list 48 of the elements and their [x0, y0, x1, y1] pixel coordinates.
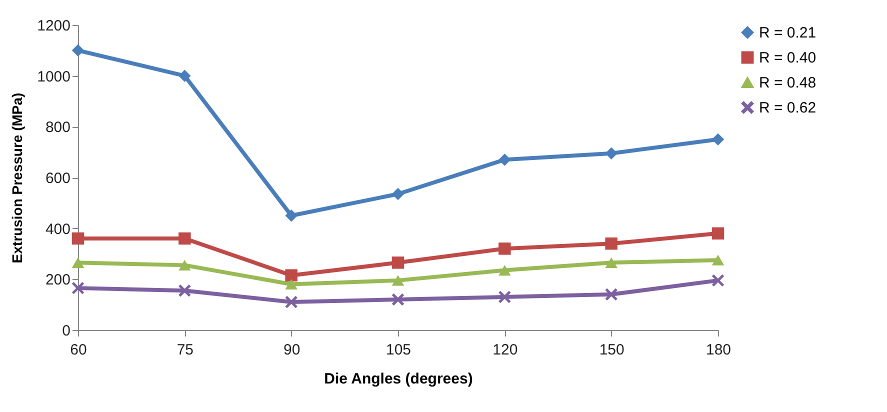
x-tick-label: 75	[176, 342, 194, 358]
point	[392, 188, 404, 200]
x-tick-label: 90	[283, 342, 300, 358]
y-tick-label: 1000	[37, 68, 70, 86]
y-tick-label: 0	[62, 322, 70, 340]
y-tick-label: 1200	[37, 18, 70, 34]
point	[392, 293, 404, 306]
point	[605, 147, 618, 160]
y-tick-label: 400	[45, 220, 70, 238]
legend-label: R = 0.21	[759, 24, 816, 42]
point	[392, 275, 404, 286]
y-axis-title: Extrusion Pressure (MPa)	[9, 92, 26, 264]
legend-label: R = 0.48	[759, 74, 816, 92]
point	[72, 257, 84, 268]
point	[498, 242, 511, 255]
point	[72, 232, 84, 245]
point	[712, 274, 724, 287]
x-tick-label: 150	[599, 342, 624, 358]
point	[72, 282, 84, 294]
point	[178, 260, 191, 270]
point	[712, 227, 724, 240]
x-tick-label: 60	[70, 342, 87, 358]
point	[285, 269, 298, 282]
legend-label: R = 0.62	[759, 100, 816, 116]
point	[712, 254, 724, 266]
point	[178, 284, 191, 297]
point	[712, 133, 724, 146]
point	[72, 44, 84, 57]
y-tick-label: 600	[45, 170, 70, 187]
point	[498, 264, 511, 276]
point	[605, 288, 618, 301]
y-tick-label: 800	[45, 119, 70, 136]
legend-label: R = 0.40	[759, 50, 816, 66]
point	[285, 210, 298, 222]
x-tick-label: 105	[386, 342, 412, 358]
point	[498, 154, 511, 166]
point	[605, 257, 618, 268]
point	[285, 278, 298, 290]
x-tick-label: 120	[492, 342, 518, 358]
x-tick-label: 180	[706, 342, 732, 358]
point	[498, 290, 511, 304]
point	[178, 232, 191, 245]
point	[285, 296, 298, 308]
x-axis-title: Die Angles (degrees)	[324, 370, 473, 388]
point	[392, 256, 404, 269]
y-tick-label: 200	[45, 272, 70, 289]
point	[178, 70, 191, 82]
point	[605, 237, 618, 250]
